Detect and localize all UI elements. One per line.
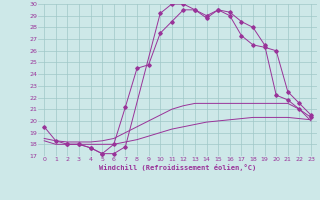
X-axis label: Windchill (Refroidissement éolien,°C): Windchill (Refroidissement éolien,°C) [99,164,256,171]
